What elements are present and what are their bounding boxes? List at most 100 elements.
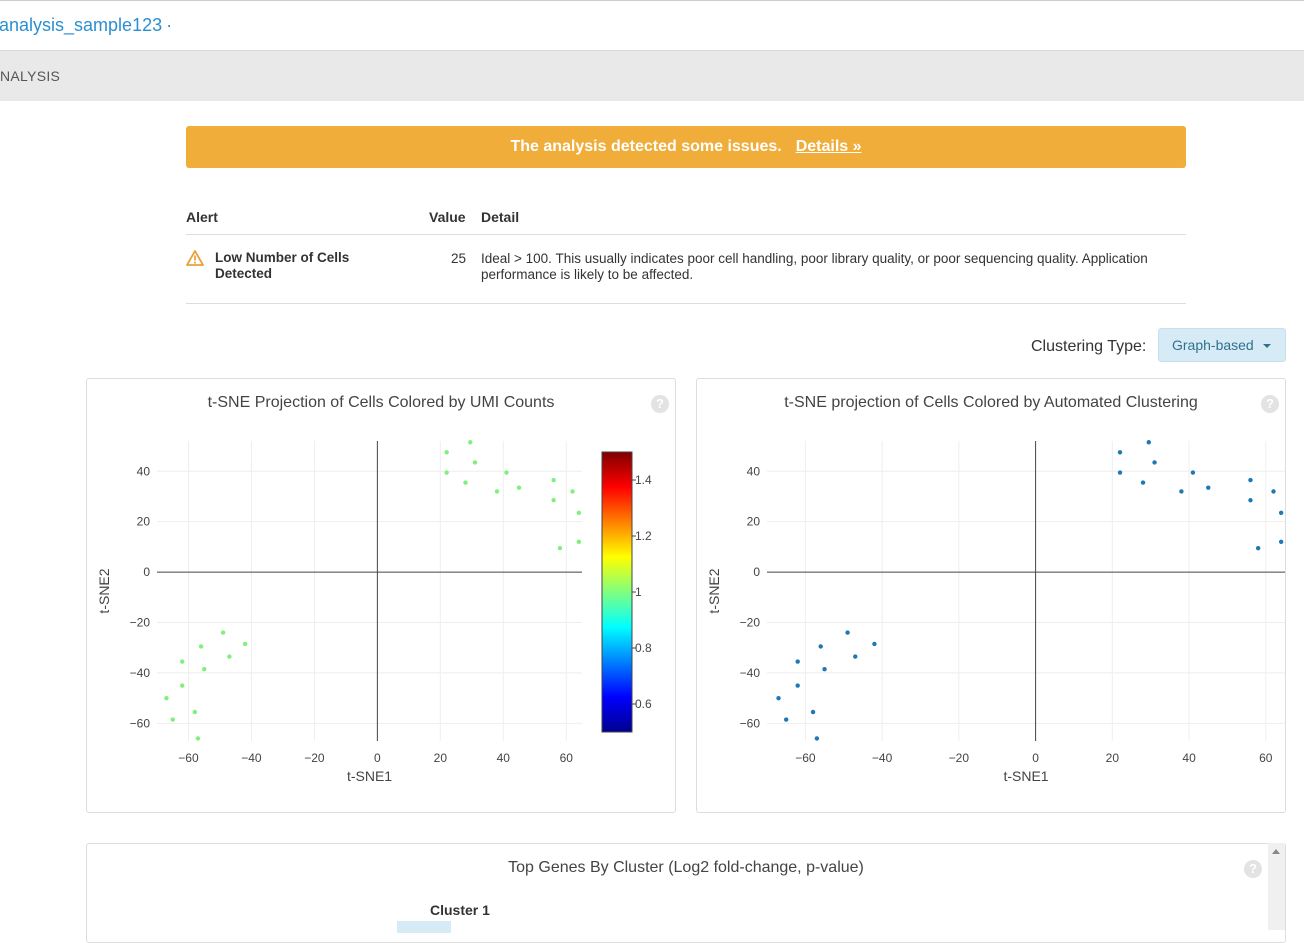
data-point (494, 489, 500, 494)
x-tick-label: 0 (374, 751, 381, 765)
cluster-column-header: Cluster 1 (430, 902, 490, 918)
alert-column-header: Alert (186, 209, 218, 225)
data-point (472, 460, 478, 465)
data-point (1206, 485, 1211, 490)
data-point (551, 498, 556, 503)
data-point (202, 666, 207, 672)
y-tick-label: 20 (137, 515, 151, 529)
data-point (463, 480, 468, 485)
detail-column-header: Detail (481, 209, 520, 225)
data-point (1271, 489, 1276, 494)
chart-title: t-SNE Projection of Cells Colored by UMI… (207, 394, 555, 411)
colorbar-tick-label: 0.6 (635, 697, 652, 711)
clustering-type-label: Clustering Type: (1031, 338, 1147, 355)
data-point (853, 654, 858, 659)
data-point (516, 485, 522, 490)
data-point (164, 695, 169, 701)
cluster-tsne-chart[interactable]: −60 −40 −20 0 20 40 60 40 20 0 −20 −40 −60 t-SNE1 t-SN… (697, 379, 1285, 812)
alert-row: Low Number of Cells Detected 25 Ideal > … (186, 235, 1186, 304)
clustering-type-dropdown[interactable]: Graph-based (1158, 328, 1286, 362)
data-point (1146, 440, 1151, 445)
data-point (179, 683, 185, 688)
issues-banner: The analysis detected some issues. Detai… (186, 126, 1186, 168)
data-point (1278, 510, 1284, 516)
umi-tsne-panel: t-SNE Projection of Cells Colored by UMI… (86, 378, 676, 813)
data-point (227, 654, 232, 659)
help-icon[interactable]: ? (651, 395, 669, 413)
data-point (1278, 539, 1284, 545)
data-point (504, 470, 509, 475)
data-point (1190, 470, 1196, 475)
data-point (198, 644, 204, 649)
x-tick-label: 60 (560, 751, 574, 765)
caret-down-icon (1263, 344, 1271, 348)
data-point (822, 666, 827, 672)
y-tick-label: −60 (130, 716, 151, 730)
data-point (1117, 470, 1123, 475)
y-tick-label: 40 (137, 464, 151, 478)
data-point (179, 659, 185, 664)
genes-panel-title: Top Genes By Cluster (Log2 fold-change, … (508, 859, 864, 876)
top-bar: analysis_sample123 · (0, 0, 1304, 51)
sample-name[interactable]: analysis_sample123 (0, 15, 163, 35)
x-tick-label: −40 (872, 751, 893, 765)
colorbar-tick-label: 0.8 (635, 641, 652, 655)
y-tick-label: 40 (747, 464, 761, 478)
separator-dot: · (166, 15, 173, 35)
scrollbar[interactable] (1268, 843, 1285, 930)
y-tick-label: 0 (753, 565, 760, 579)
highlight-cell (397, 921, 451, 933)
colorbar-tick-label: 1.4 (635, 473, 652, 487)
y-tick-label: −20 (740, 616, 761, 630)
x-tick-label: −40 (241, 751, 262, 765)
clustering-type-value: Graph-based (1172, 337, 1254, 353)
alerts-table: Alert Value Detail Low Number of Cells D… (186, 200, 1186, 304)
data-point (242, 641, 248, 647)
x-tick-label: 20 (1106, 751, 1120, 765)
alerts-header-row: Alert Value Detail (186, 200, 1186, 235)
data-point (468, 440, 473, 445)
sample-name-link[interactable]: analysis_sample123 · (0, 15, 172, 36)
tab-analysis[interactable]: NALYSIS (0, 68, 61, 84)
data-point (1179, 489, 1184, 494)
x-tick-label: 0 (1032, 751, 1039, 765)
data-point (557, 545, 563, 551)
data-point (1248, 477, 1253, 483)
data-point (576, 539, 582, 545)
umi-tsne-chart[interactable]: −60 −40 −20 0 20 40 60 40 20 0 −20 −40 −60 t-SNE1 t-SN… (87, 379, 675, 812)
scroll-up-icon[interactable] (1272, 849, 1280, 854)
chart-title: t-SNE projection of Cells Colored by Aut… (784, 394, 1198, 411)
x-tick-label: 20 (434, 751, 448, 765)
alert-value: 25 (450, 251, 466, 266)
data-point (795, 659, 800, 664)
data-point (551, 477, 556, 483)
y-tick-label: −40 (740, 666, 761, 680)
data-point (444, 470, 449, 475)
cluster-tsne-panel: t-SNE projection of Cells Colored by Aut… (696, 378, 1286, 813)
y-tick-label: 0 (143, 565, 150, 579)
y-axis-label: t-SNE2 (96, 568, 112, 613)
y-tick-label: −40 (130, 666, 151, 680)
data-point (872, 641, 877, 647)
data-point (814, 736, 820, 741)
data-point (818, 644, 823, 649)
y-tick-label: −60 (740, 716, 761, 730)
data-point (1117, 450, 1123, 455)
help-icon[interactable]: ? (1244, 860, 1262, 878)
banner-text: The analysis detected some issues. (510, 138, 782, 155)
x-tick-label: 40 (1182, 751, 1196, 765)
data-point (795, 683, 800, 688)
data-point (192, 709, 197, 715)
colorbar-tick-label: 1.2 (635, 529, 652, 543)
data-point (1255, 545, 1261, 551)
y-tick-label: 20 (747, 515, 761, 529)
warning-icon (186, 250, 204, 266)
tab-bar: NALYSIS (0, 51, 1304, 101)
value-column-header: Value (429, 209, 466, 225)
help-icon[interactable]: ? (1261, 395, 1279, 413)
data-point (1140, 480, 1146, 485)
data-point (195, 736, 201, 741)
data-point (783, 717, 789, 722)
details-link[interactable]: Details » (795, 138, 862, 155)
x-tick-label: −60 (795, 751, 816, 765)
